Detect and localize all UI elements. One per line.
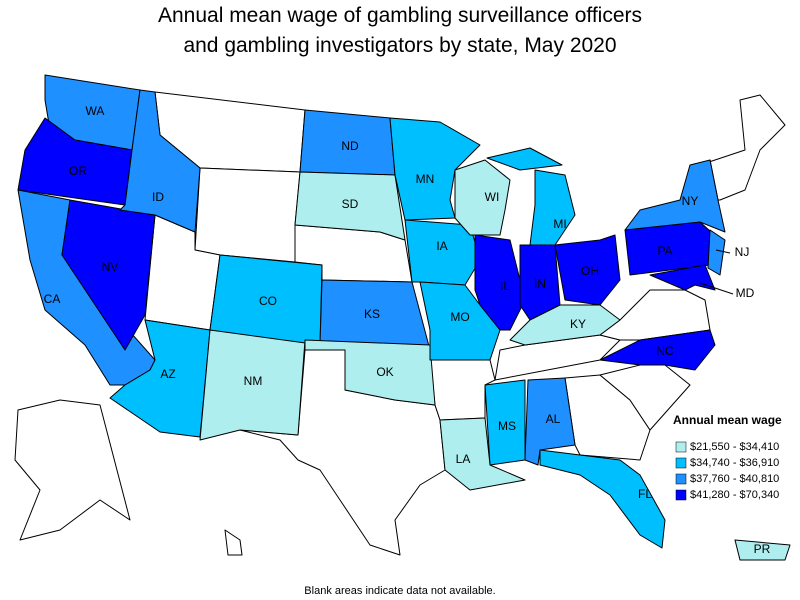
legend-swatch xyxy=(675,441,687,453)
state-label: PA xyxy=(657,244,672,258)
legend-title: Annual mean wage xyxy=(673,413,782,427)
state xyxy=(389,117,481,221)
state-label: MO xyxy=(450,310,469,324)
state-label: MS xyxy=(498,419,516,433)
state-label: SD xyxy=(342,197,359,211)
state-label: MN xyxy=(416,172,435,186)
state-label: PR xyxy=(754,542,771,556)
state-label: NJ xyxy=(735,245,750,259)
state-label: ID xyxy=(152,190,164,204)
state-label: OR xyxy=(69,164,87,178)
blank-state xyxy=(224,529,243,556)
state-label: LA xyxy=(456,452,471,466)
state-label: IN xyxy=(534,277,546,291)
leader-line xyxy=(699,282,734,295)
state xyxy=(419,281,501,361)
legend-swatch xyxy=(675,457,687,469)
state xyxy=(599,329,716,371)
state-label: IL xyxy=(500,279,510,293)
state xyxy=(734,539,791,561)
state-label: KS xyxy=(364,307,380,321)
state-label: OH xyxy=(581,264,599,278)
legend-label: $34,740 - $36,910 xyxy=(690,457,779,469)
state-label: CO xyxy=(259,294,277,308)
legend-label: $21,550 - $34,410 xyxy=(690,441,779,453)
legend-label: $37,760 - $40,810 xyxy=(690,473,779,485)
blank-state xyxy=(194,167,301,263)
state xyxy=(554,234,621,306)
legend-label: $41,280 - $70,340 xyxy=(690,489,779,501)
state-label: WA xyxy=(86,104,105,118)
state-label: NC xyxy=(656,344,674,358)
state xyxy=(294,171,406,241)
blank-state xyxy=(429,359,496,421)
state-label: ND xyxy=(341,139,359,153)
state xyxy=(474,234,526,331)
blank-states xyxy=(14,91,786,556)
blank-state xyxy=(14,399,131,541)
state-label: CA xyxy=(44,292,61,306)
map-title: and gambling investigators by state, May… xyxy=(183,34,616,57)
state-label: MI xyxy=(553,217,566,231)
state-label: FL xyxy=(638,487,652,501)
footnote: Blank areas indicate data not available. xyxy=(304,585,495,597)
state xyxy=(649,264,716,291)
state-label: WI xyxy=(485,190,500,204)
state-label: IA xyxy=(436,239,447,253)
state-label: AL xyxy=(546,412,561,426)
states: WA OR CA NV ID AZ NM CO ND SD KS OK MN IA MO WI IL MI IN OH… xyxy=(17,74,791,561)
state-label: NV xyxy=(102,260,119,274)
state-label: NM xyxy=(244,374,263,388)
state xyxy=(707,229,726,276)
state-label: AZ xyxy=(160,367,175,381)
state xyxy=(439,417,526,491)
state-label: MD xyxy=(736,286,755,300)
state xyxy=(454,159,511,236)
legend: Annual mean wage $21,550 - $34,410 $34,74… xyxy=(673,413,782,501)
state xyxy=(624,159,726,233)
state xyxy=(509,304,621,346)
state xyxy=(539,449,666,549)
map-title: Annual mean wage of gambling surveillanc… xyxy=(158,4,642,27)
leader-line xyxy=(715,249,731,254)
blank-state xyxy=(599,289,711,341)
legend-swatch xyxy=(675,473,687,485)
state-label: NY xyxy=(682,194,699,208)
legend-swatch xyxy=(675,489,687,501)
state-label: OK xyxy=(376,365,393,379)
state-label: KY xyxy=(570,317,586,331)
state xyxy=(119,89,201,233)
